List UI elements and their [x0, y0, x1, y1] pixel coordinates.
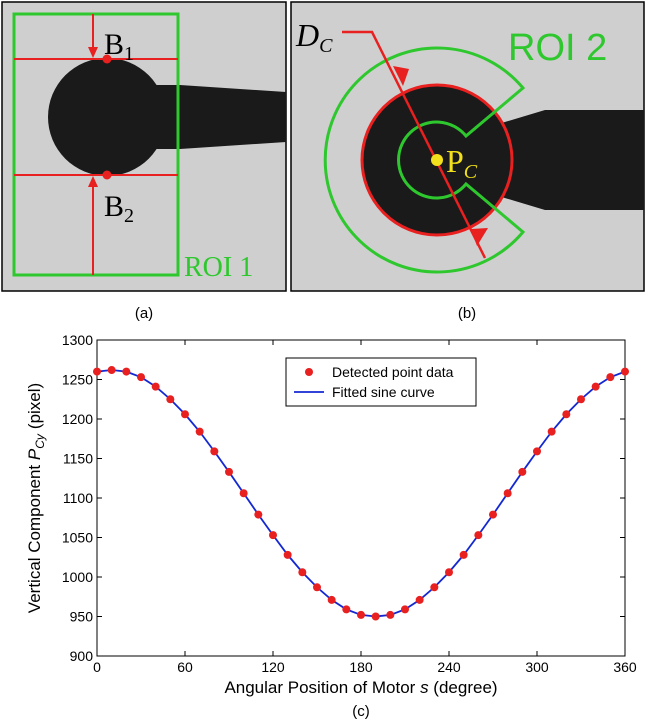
- data-point: [166, 395, 174, 403]
- y-tick-label: 1200: [62, 411, 93, 427]
- data-point: [562, 410, 570, 418]
- y-tick-label: 1150: [63, 451, 93, 467]
- x-tick-label: 120: [261, 659, 285, 675]
- legend-label: Fitted sine curve: [332, 384, 435, 400]
- data-point: [445, 568, 453, 576]
- label-text: Vertical Component: [25, 465, 44, 614]
- x-tick-label: 0: [93, 659, 101, 675]
- data-point: [474, 531, 482, 539]
- caption: (c): [352, 703, 370, 720]
- data-point: [108, 366, 116, 374]
- label-sub: 1: [124, 43, 134, 65]
- roi-label: ROI 1: [184, 252, 253, 283]
- label-sub: 2: [124, 205, 134, 227]
- data-point: [196, 428, 204, 436]
- data-point: [254, 511, 262, 519]
- data-point: [621, 368, 629, 376]
- caption: (a): [135, 305, 153, 322]
- label-symbol: P: [25, 448, 44, 460]
- data-point: [284, 551, 292, 559]
- x-tick-label: 240: [437, 659, 461, 675]
- data-point: [357, 611, 365, 619]
- data-point: [518, 468, 526, 476]
- data-point: [328, 596, 336, 604]
- y-tick-label: 1000: [62, 569, 93, 585]
- x-tick-label: 180: [349, 659, 373, 675]
- data-point: [489, 511, 497, 519]
- x-axis-label: Angular Position of Motor s (degree): [224, 678, 497, 697]
- data-point: [592, 383, 600, 391]
- label-sub: C: [464, 161, 478, 183]
- label-text: Angular Position of Motor: [224, 678, 415, 697]
- label-sub: Cy: [33, 433, 47, 449]
- label-text: P: [446, 143, 464, 179]
- data-point: [137, 373, 145, 381]
- y-axis-label: Vertical Component PCy (pixel): [25, 383, 47, 613]
- data-point: [122, 368, 130, 376]
- y-tick-label: 1050: [62, 530, 93, 546]
- data-point: [606, 373, 614, 381]
- data-point: [548, 428, 556, 436]
- x-tick-label: 360: [613, 659, 637, 675]
- y-tick-label: 900: [70, 648, 94, 664]
- stem: [495, 110, 644, 210]
- y-tick-label: 1100: [63, 490, 93, 506]
- data-point: [460, 551, 468, 559]
- label-sub: C: [319, 35, 333, 57]
- data-point: [225, 468, 233, 476]
- chart: 0 60 120 180 240 300 360 900 950 1000 1050 1100 1150…: [25, 332, 637, 697]
- data-point: [372, 613, 380, 621]
- y-tick-label: 1250: [62, 372, 93, 388]
- data-point: [504, 489, 512, 497]
- label-text: B: [104, 28, 124, 61]
- legend-swatch: [305, 368, 313, 376]
- y-tick-label: 950: [70, 609, 94, 625]
- legend-label: Detected point data: [332, 364, 454, 380]
- panel-a: B1 B2 ROI 1: [2, 2, 286, 291]
- label-unit: (pixel): [25, 383, 44, 429]
- data-point: [401, 605, 409, 613]
- x-tick-label: 300: [525, 659, 549, 675]
- data-point: [416, 596, 424, 604]
- data-point: [93, 368, 101, 376]
- x-tick-label: 60: [177, 659, 193, 675]
- data-point: [342, 605, 350, 613]
- edge-point: [103, 171, 112, 180]
- figure: B1 B2 ROI 1 DC PC ROI 2 (a) (b) (c) 0601…: [0, 0, 646, 724]
- center-point: [431, 154, 443, 166]
- y-tick-label: 1300: [62, 332, 93, 348]
- label-text: B: [104, 190, 124, 223]
- roi-label: ROI 2: [508, 27, 607, 69]
- data-point: [269, 531, 277, 539]
- data-point: [181, 410, 189, 418]
- caption: (b): [458, 305, 476, 322]
- stem: [150, 85, 286, 149]
- data-point: [577, 395, 585, 403]
- ball: [48, 58, 166, 176]
- data-point: [298, 568, 306, 576]
- data-point: [152, 383, 160, 391]
- data-point: [430, 583, 438, 591]
- data-point: [210, 447, 218, 455]
- data-point: [240, 489, 248, 497]
- fitted-curve: [97, 370, 625, 616]
- data-point: [313, 583, 321, 591]
- panel-b: DC PC ROI 2: [291, 2, 644, 291]
- data-point: [386, 611, 394, 619]
- label-unit: (degree): [433, 678, 497, 697]
- label-text: D: [295, 17, 319, 53]
- label-symbol: s: [420, 678, 429, 697]
- data-point: [533, 447, 541, 455]
